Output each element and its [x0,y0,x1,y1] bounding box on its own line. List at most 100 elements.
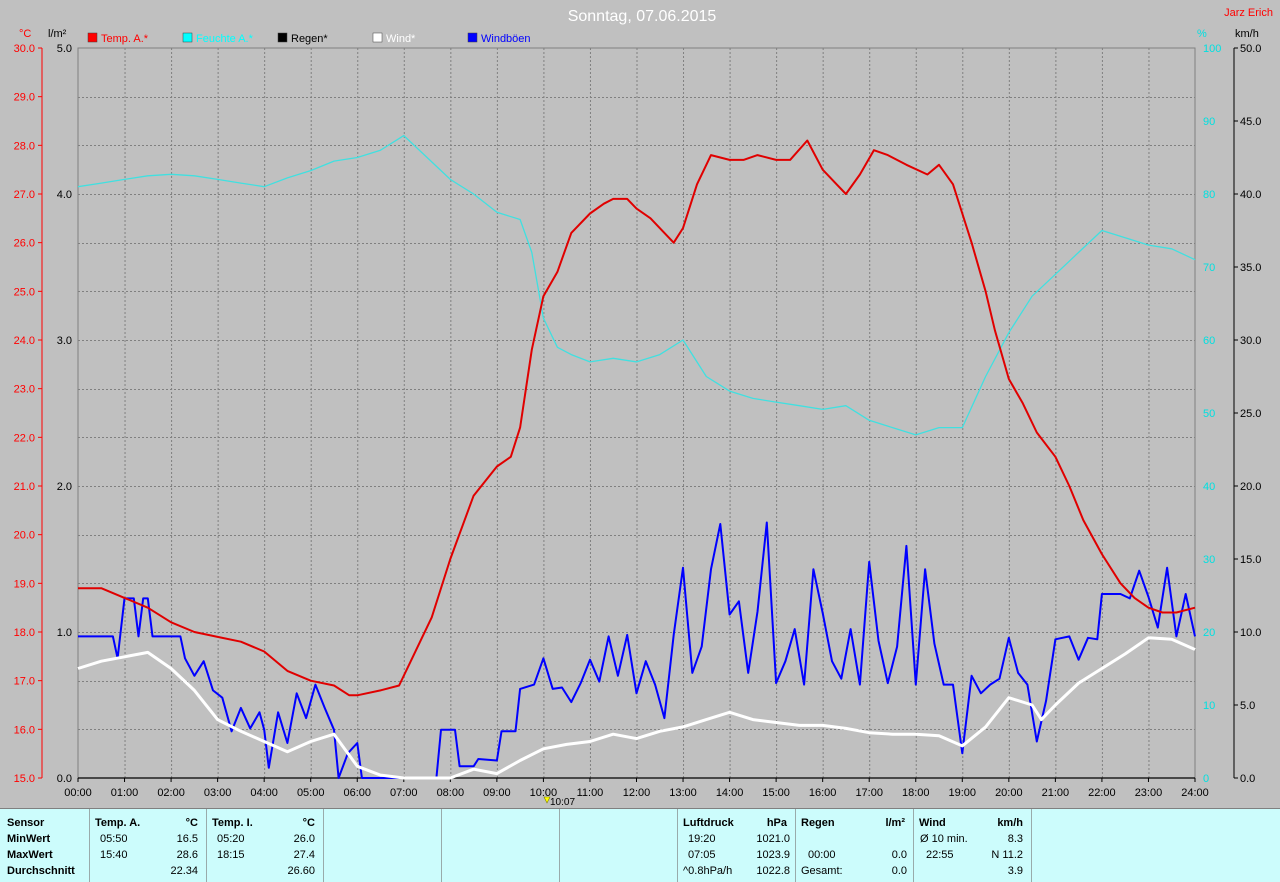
temp-out-max: 28.6 [176,849,198,861]
temp-in-min-time: 05:20 [217,833,245,845]
series-wind [77,636,1196,780]
temp-tick-label: 19.0 [14,578,35,590]
wind-tick-label: 10.0 [1240,627,1261,639]
humidity-tick-label: 0 [1203,773,1209,785]
time-tick-label: 00:00 [64,787,92,799]
temp-in-header: Temp. I. [212,817,253,829]
wind-tick-label: 20.0 [1240,481,1261,493]
wind-tick-label: 40.0 [1240,189,1261,201]
time-tick-label: 11:00 [577,787,604,799]
rain-tick-label: 4.0 [57,189,72,201]
rain-tick-label: 3.0 [57,335,72,347]
legend-swatch [277,32,288,43]
legend-swatch [87,32,98,43]
now-marker: 10:07 [543,796,575,808]
time-tick-label: 08:00 [437,787,465,799]
temp-in-max-time: 18:15 [217,849,245,861]
legend-swatch [182,32,193,43]
temp-in-min: 26.0 [293,833,315,845]
time-tick-label: 24:00 [1181,787,1209,799]
stats-wind-col: Wind km/h Ø 10 min. 8.3 22:55 N 11.2 3.9 [914,809,1032,882]
legend-label: Windböen [481,33,531,45]
wind-tick-label: 5.0 [1240,700,1255,712]
time-tick-label: 05:00 [297,787,325,799]
humidity-tick-label: 40 [1203,481,1215,493]
wind-avg10: 8.3 [1007,833,1023,845]
stats-temp-in-col: Temp. I. °C 05:20 26.0 18:15 27.4 26.60 [207,809,324,882]
humidity-tick-label: 30 [1203,554,1215,566]
temp-tick-label: 20.0 [14,530,35,542]
stats-empty-col-3 [560,809,678,882]
rain-header: Regen [801,817,835,829]
rain-value: 0.0 [891,849,907,861]
pressure-min: 1021.0 [756,833,790,845]
temp-tick-label: 23.0 [14,384,35,396]
temp-out-avg: 22.34 [170,865,198,877]
time-tick-label: 13:00 [669,787,697,799]
humidity-tick-label: 90 [1203,116,1215,128]
time-tick-label: 07:00 [390,787,418,799]
pressure-trend: ^0.8hPa/h [683,865,733,877]
legend-label: Wind* [386,33,416,45]
rain-tick-label: 1.0 [57,627,72,639]
chart-area: Sonntag, 07.06.2015 Jarz Erich °C l/m² %… [13,7,1273,808]
wind-tick-label: 30.0 [1240,335,1261,347]
temp-tick-label: 18.0 [14,627,35,639]
temp-in-avg: 26.60 [287,865,315,877]
left-rain-unit: l/m² [48,28,67,40]
temp-tick-label: 26.0 [14,238,35,250]
series-lines [77,134,1196,780]
maxwert-label: MaxWert [7,849,53,861]
pressure-unit: hPa [766,817,787,829]
temp-tick-label: 28.0 [14,140,35,152]
series-feuchtea [77,134,1196,436]
sensor-header: Sensor [7,817,45,829]
temp-tick-label: 22.0 [14,432,35,444]
axis-labels: 30.0 29.0 28.0 27.0 26.0 25.0 24.0 23.0 22.0 21.0… [14,43,1262,799]
legend-swatch [467,32,478,43]
temp-tick-label: 30.0 [14,43,35,55]
time-tick-label: 17:00 [855,787,883,799]
humidity-tick-label: 70 [1203,262,1215,274]
rain-total: 0.0 [891,865,907,877]
pressure-header: Luftdruck [683,817,734,829]
now-marker-icon [543,796,551,804]
wind-tick-label: 0.0 [1240,773,1255,785]
temp-in-max: 27.4 [293,849,315,861]
humidity-tick-label: 80 [1203,189,1215,201]
time-tick-label: 21:00 [1042,787,1070,799]
stats-pressure-col: Luftdruck hPa 19:20 1021.0 07:05 1023.9 … [678,809,796,882]
time-tick-label: 02:00 [157,787,185,799]
time-tick-label: 06:00 [343,787,371,799]
stats-empty-col-2 [442,809,560,882]
temp-tick-label: 17.0 [14,676,35,688]
stats-rain-col: Regen l/m² 00:00 0.0 Gesamt: 0.0 [796,809,914,882]
temp-tick-label: 27.0 [14,189,35,201]
right-wind-unit: km/h [1235,28,1259,40]
series-windben [78,521,1196,779]
wind-tick-label: 50.0 [1240,43,1261,55]
legend-swatch [372,32,383,43]
stats-panel: Sensor MinWert MaxWert Durchschnitt Temp… [0,808,1280,882]
temp-tick-label: 21.0 [14,481,35,493]
time-tick-label: 22:00 [1088,787,1116,799]
humidity-tick-label: 60 [1203,335,1215,347]
time-tick-label: 12:00 [623,787,651,799]
temp-tick-label: 29.0 [14,92,35,104]
wind-tick-label: 45.0 [1240,116,1261,128]
humidity-tick-label: 50 [1203,408,1215,420]
wind-tick-label: 15.0 [1240,554,1261,566]
temp-out-header: Temp. A. [95,817,141,829]
time-tick-label: 14:00 [716,787,744,799]
time-tick-label: 16:00 [809,787,837,799]
temp-tick-label: 15.0 [14,773,35,785]
legend-label: Temp. A.* [101,33,149,45]
pressure-avg: 1022.8 [756,865,790,877]
time-tick-label: 01:00 [111,787,139,799]
rain-unit: l/m² [885,817,905,829]
rain-tick-label: 2.0 [57,481,72,493]
wind-tick-label: 25.0 [1240,408,1261,420]
rain-tick-label: 0.0 [57,773,72,785]
temp-out-unit: °C [185,817,198,829]
time-tick-label: 15:00 [762,787,790,799]
